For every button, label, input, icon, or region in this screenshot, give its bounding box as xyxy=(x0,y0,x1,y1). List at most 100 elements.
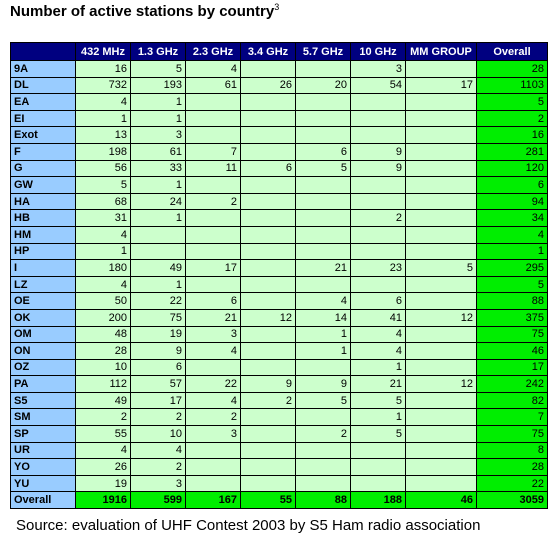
table-row: OM 48 19 3 1 4 75 xyxy=(10,325,548,344)
cell: 20 xyxy=(295,76,351,95)
cell: 54 xyxy=(350,76,406,95)
cell xyxy=(240,325,296,344)
table-row: OE 50 22 6 4 6 88 xyxy=(10,292,548,310)
cell: 68 xyxy=(75,192,131,211)
cell: 94 xyxy=(476,192,548,211)
row-label: DL xyxy=(10,76,76,95)
row-label: HA xyxy=(10,192,76,211)
row-label: 9A xyxy=(10,60,76,78)
cell: 1 xyxy=(130,93,186,111)
cell xyxy=(240,474,296,493)
cell xyxy=(405,60,477,78)
table-row: G 56 33 11 6 5 9 120 xyxy=(10,159,548,178)
cell xyxy=(185,225,241,244)
cell xyxy=(185,441,241,460)
cell: 1 xyxy=(295,325,351,344)
cell xyxy=(350,275,406,294)
cell: 12 xyxy=(405,308,477,327)
cell: 17 xyxy=(476,358,548,377)
cell: 49 xyxy=(130,259,186,277)
cell: 188 xyxy=(350,491,406,510)
row-label: OK xyxy=(10,308,76,327)
cell: 120 xyxy=(476,159,548,178)
cell: 88 xyxy=(295,491,351,510)
cell xyxy=(185,474,241,493)
table-row: UR 4 4 8 xyxy=(10,441,548,460)
stations-table: 432 MHz 1.3 GHz 2.3 GHz 3.4 GHz 5.7 GHz 10 GH… xyxy=(10,42,548,510)
cell: 4 xyxy=(185,391,241,410)
table-row: ON 28 9 4 1 4 46 xyxy=(10,342,548,360)
table-row: HB 31 1 2 34 xyxy=(10,209,548,227)
cell xyxy=(240,275,296,294)
cell: 49 xyxy=(75,391,131,410)
cell: 6 xyxy=(350,292,406,310)
cell xyxy=(240,292,296,310)
cell xyxy=(240,408,296,427)
cell: 112 xyxy=(75,375,131,393)
cell: 2 xyxy=(185,408,241,427)
cell: 41 xyxy=(350,308,406,327)
cell: 1 xyxy=(75,109,131,128)
cell: 1 xyxy=(476,242,548,261)
cell xyxy=(240,458,296,476)
cell: 4 xyxy=(350,325,406,344)
cell xyxy=(405,275,477,294)
cell: 1916 xyxy=(75,491,131,510)
cell xyxy=(295,441,351,460)
cell xyxy=(295,93,351,111)
cell: 5 xyxy=(75,176,131,194)
row-label: OE xyxy=(10,292,76,310)
table-row: EA 4 1 5 xyxy=(10,93,548,111)
cell: 4 xyxy=(75,225,131,244)
row-label: HB xyxy=(10,209,76,227)
cell xyxy=(295,408,351,427)
cell: 9 xyxy=(350,159,406,178)
cell xyxy=(295,109,351,128)
table-row: I 180 49 17 21 23 5 295 xyxy=(10,259,548,277)
cell xyxy=(405,342,477,360)
cell xyxy=(295,474,351,493)
column-header: MM GROUP xyxy=(405,42,477,61)
row-label: LZ xyxy=(10,275,76,294)
cell: 4 xyxy=(295,292,351,310)
cell: 200 xyxy=(75,308,131,327)
cell: 17 xyxy=(130,391,186,410)
cell xyxy=(295,176,351,194)
cell xyxy=(350,192,406,211)
cell: 1 xyxy=(350,408,406,427)
cell: 16 xyxy=(476,126,548,144)
row-label: UR xyxy=(10,441,76,460)
row-label: PA xyxy=(10,375,76,393)
cell xyxy=(405,474,477,493)
cell: 50 xyxy=(75,292,131,310)
cell: 5 xyxy=(295,159,351,178)
column-header: 3.4 GHz xyxy=(240,42,296,61)
cell xyxy=(405,126,477,144)
cell xyxy=(405,93,477,111)
cell xyxy=(350,176,406,194)
cell: 3 xyxy=(185,325,241,344)
cell: 4 xyxy=(130,441,186,460)
cell: 5 xyxy=(130,60,186,78)
cell: 9 xyxy=(350,142,406,161)
row-label: S5 xyxy=(10,391,76,410)
row-label: HM xyxy=(10,225,76,244)
cell: 13 xyxy=(75,126,131,144)
cell xyxy=(240,425,296,443)
cell xyxy=(350,474,406,493)
cell xyxy=(240,225,296,244)
cell: 4 xyxy=(75,441,131,460)
table-row: DL 732 193 61 26 20 54 17 1103 xyxy=(10,76,548,95)
cell: 375 xyxy=(476,308,548,327)
cell: 6 xyxy=(476,176,548,194)
table-row: F 198 61 7 6 9 281 xyxy=(10,142,548,161)
cell: 21 xyxy=(185,308,241,327)
cell xyxy=(405,441,477,460)
cell: 5 xyxy=(476,93,548,111)
cell xyxy=(295,126,351,144)
cell: 17 xyxy=(405,76,477,95)
cell xyxy=(240,60,296,78)
row-label: OZ xyxy=(10,358,76,377)
row-label: Overall xyxy=(10,491,76,510)
